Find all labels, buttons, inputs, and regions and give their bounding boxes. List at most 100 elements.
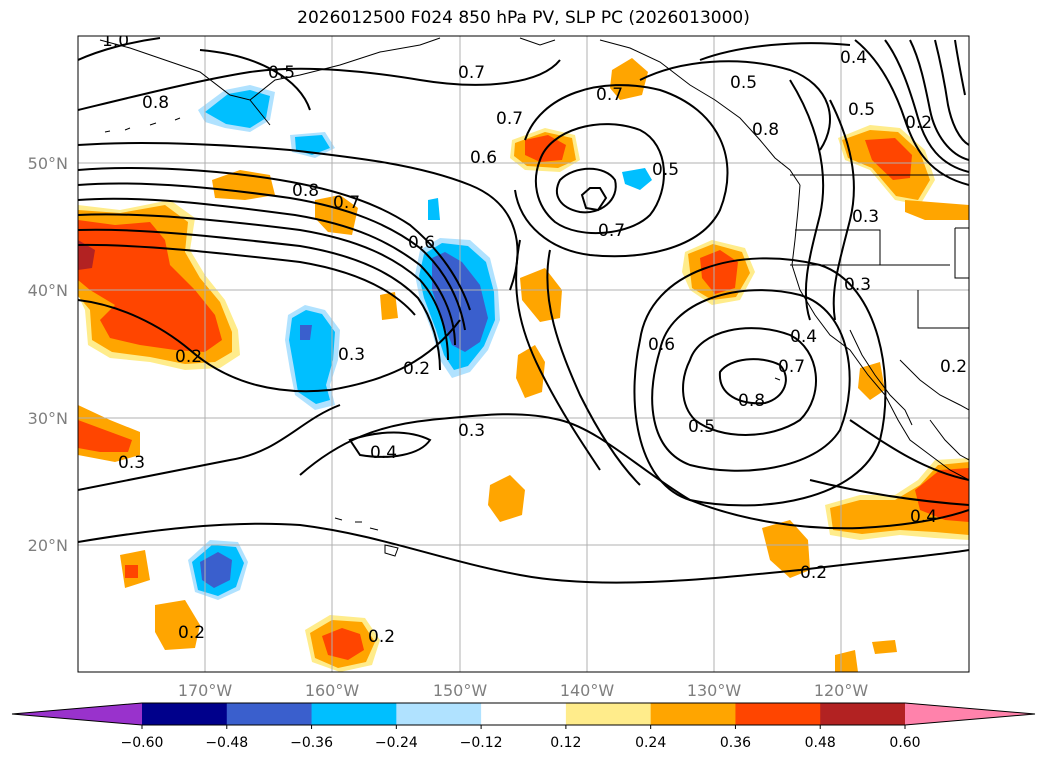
contour-label: 0.2 — [800, 563, 827, 583]
contour-label: 0.8 — [292, 181, 319, 201]
lon-label: 170°W — [178, 681, 233, 700]
colorbar-segment — [650, 703, 736, 725]
pv-fill — [78, 240, 95, 270]
contour-label: 0.2 — [403, 359, 430, 379]
contour-label: 0.4 — [790, 327, 817, 347]
colorbar-tick-label: −0.48 — [205, 735, 248, 751]
pv-fill — [610, 58, 648, 100]
pv-fill — [858, 362, 885, 400]
pv-fill — [380, 292, 398, 320]
pv-fill — [78, 420, 132, 452]
contour-label: 0.2 — [905, 113, 932, 133]
colorbar: −0.60 −0.48 −0.36 −0.24 −0.12 0.12 0.24 0.36 0.4… — [11, 702, 1036, 751]
pv-fill — [905, 200, 969, 220]
colorbar-tick-label: 0.48 — [805, 735, 836, 751]
lon-label: 160°W — [305, 681, 360, 700]
colorbar-segment — [565, 703, 652, 725]
colorbar-segment — [481, 703, 567, 725]
colorbar-tick-label: −0.12 — [460, 735, 503, 751]
contour-label: 0.3 — [338, 345, 365, 365]
contour-label: 0.5 — [688, 417, 715, 437]
lat-label: 50°N — [28, 154, 68, 173]
pv-fill — [520, 268, 562, 322]
contour-label: 0.3 — [458, 421, 485, 441]
contour-label: 0.6 — [648, 335, 675, 355]
pv-fill — [762, 520, 810, 578]
contour-label: 0.5 — [848, 100, 875, 120]
pv-fill — [125, 565, 138, 578]
pv-fill — [872, 640, 897, 654]
pv-fill — [78, 220, 222, 352]
colorbar-segment — [142, 703, 228, 725]
contour-label: 0.7 — [458, 63, 485, 83]
contour-label: 0.4 — [840, 48, 867, 68]
contour-label: 0.7 — [333, 193, 360, 213]
pv-fill — [915, 468, 969, 522]
latitude-labels: 50°N 40°N 30°N 20°N — [28, 154, 68, 555]
colorbar-extend-low — [12, 703, 142, 725]
contour-label: 0.3 — [852, 207, 879, 227]
contour-label: 0.2 — [368, 627, 395, 647]
colorbar-segment — [311, 703, 397, 725]
coastlines — [99, 37, 969, 557]
contour-label: 0.8 — [738, 391, 765, 411]
contour-label: 0.4 — [370, 443, 397, 463]
contour-label: 0.3 — [844, 275, 871, 295]
colorbar-segment — [820, 703, 906, 725]
contour-label: 0.8 — [752, 120, 779, 140]
colorbar-extend-high — [905, 703, 1035, 725]
map-panel: 1.0 0.5 0.8 0.7 0.7 0.6 0.8 0.7 0.6 0.5 … — [78, 31, 969, 672]
lon-label: 130°W — [687, 681, 742, 700]
colorbar-tick-label: −0.36 — [290, 735, 333, 751]
contour-label: 0.6 — [470, 148, 497, 168]
pv-fill — [622, 168, 652, 190]
colorbar-segment — [396, 703, 482, 725]
lon-label: 150°W — [433, 681, 488, 700]
longitude-labels: 170°W 160°W 150°W 140°W 130°W 120°W — [178, 681, 869, 700]
lat-label: 30°N — [28, 409, 68, 428]
colorbar-segment — [226, 703, 313, 725]
pv-fill — [155, 600, 200, 650]
contour-label: 0.7 — [778, 357, 805, 377]
contour-label: 0.7 — [598, 221, 625, 241]
contour-label: 1.0 — [102, 31, 129, 51]
colorbar-tick-label: −0.60 — [121, 735, 164, 751]
lon-label: 120°W — [814, 681, 869, 700]
contour-label: 0.5 — [730, 73, 757, 93]
map-title: 2026012500 F024 850 hPa PV, SLP PC (2026… — [297, 8, 750, 28]
lon-label: 140°W — [560, 681, 615, 700]
slp-contours — [78, 37, 969, 584]
contour-label: 0.5 — [652, 160, 679, 180]
contour-label: 0.3 — [118, 453, 145, 473]
contour-label: 0.7 — [596, 85, 623, 105]
pv-fill — [300, 325, 312, 340]
colorbar-segment — [735, 703, 821, 725]
colorbar-tick-label: 0.24 — [635, 735, 666, 751]
contour-labels: 1.0 0.5 0.8 0.7 0.7 0.6 0.8 0.7 0.6 0.5 … — [102, 31, 967, 647]
pv-fill — [428, 198, 440, 220]
colorbar-tick-label: 0.60 — [889, 735, 920, 751]
colorbar-tick-label: 0.12 — [550, 735, 581, 751]
pv-fill — [865, 138, 912, 180]
contour-label: 0.4 — [910, 507, 937, 527]
contour-label: 0.5 — [268, 63, 295, 83]
contour-label: 0.2 — [940, 357, 967, 377]
contour-label: 0.6 — [408, 233, 435, 253]
contour-label: 0.2 — [175, 347, 202, 367]
pv-fill — [200, 552, 232, 588]
map-frame — [77, 35, 970, 673]
colorbar-tick-label: 0.36 — [720, 735, 751, 751]
pv-fill — [488, 475, 525, 522]
contour-label: 0.7 — [496, 109, 523, 129]
contour-label: 0.8 — [142, 93, 169, 113]
pv-positive-shading — [78, 58, 969, 672]
pv-fill — [295, 135, 330, 155]
contour-label: 0.2 — [178, 623, 205, 643]
pv-fill — [516, 345, 545, 398]
pv-negative-shading — [188, 85, 652, 600]
pv-fill — [205, 90, 270, 128]
lat-label: 40°N — [28, 281, 68, 300]
colorbar-tick-label: −0.24 — [375, 735, 418, 751]
lat-label: 20°N — [28, 536, 68, 555]
